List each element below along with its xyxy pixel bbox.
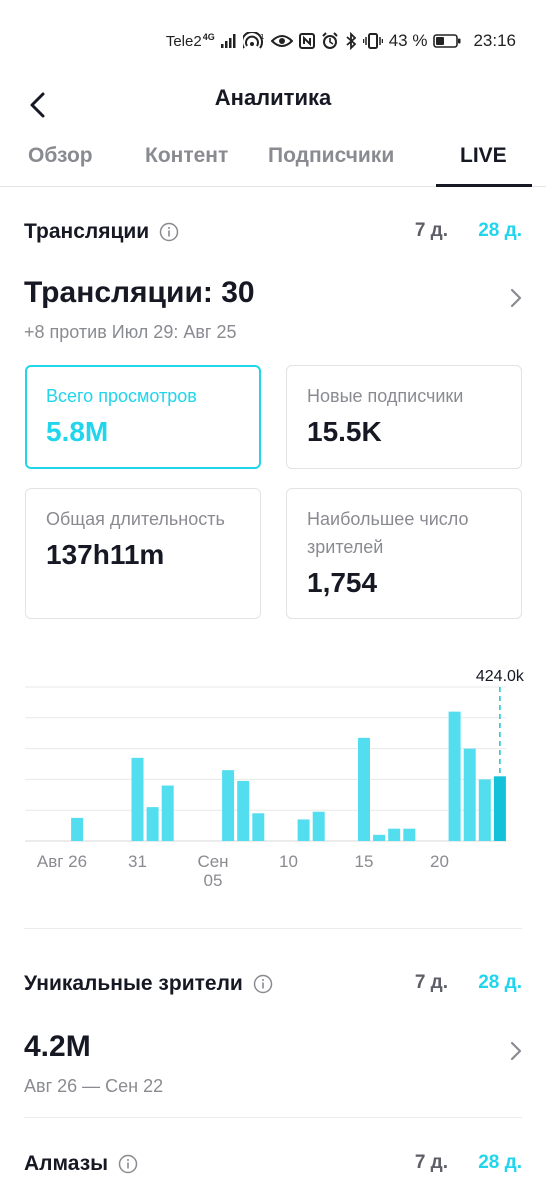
- chevron-right-icon[interactable]: [508, 1041, 524, 1061]
- card-label: Новые подписчики: [307, 386, 464, 406]
- svg-text:1: 1: [260, 33, 264, 41]
- range-28-days[interactable]: 28 д.: [478, 220, 522, 241]
- chart-x-tick-label: Авг 26: [37, 852, 87, 871]
- chart-x-tick-label: 10: [279, 852, 298, 871]
- broadcasts-total: Трансляции: 30: [24, 276, 255, 309]
- tab-followers[interactable]: Подписчики: [268, 144, 395, 167]
- chart-bar[interactable]: [131, 757, 144, 841]
- back-button[interactable]: [24, 90, 54, 120]
- card-label: Общая длительность: [46, 509, 225, 529]
- card-value: 1,754: [307, 567, 378, 598]
- range-7-days[interactable]: 7 д.: [414, 972, 448, 993]
- nfc-icon: [298, 33, 315, 49]
- range-7-days[interactable]: 7 д.: [414, 220, 448, 241]
- range-28-days[interactable]: 28 д.: [478, 1152, 522, 1173]
- chart-bar[interactable]: [161, 785, 174, 841]
- chart-bar[interactable]: [493, 776, 506, 841]
- unique-viewers-value: 4.2M: [24, 1030, 91, 1063]
- broadcasts-title-wrap: Трансляции: [24, 220, 179, 244]
- hotspot-icon: 1: [242, 32, 265, 50]
- diamonds-header: Алмазы 7 д. 28 д.: [24, 1152, 522, 1182]
- tab-active-indicator: [436, 184, 532, 187]
- chart-bar[interactable]: [403, 828, 416, 841]
- vibrate-icon: [362, 33, 383, 49]
- tab-live[interactable]: LIVE: [460, 144, 507, 167]
- broadcasts-header: Трансляции 7 д. 28 д.: [24, 220, 522, 250]
- battery-icon: [433, 34, 461, 48]
- clock: 23:16: [473, 31, 516, 50]
- chart-x-tick-label: 20: [430, 852, 449, 871]
- broadcasts-title: Трансляции: [24, 220, 150, 243]
- battery-percent: 43 %: [388, 31, 428, 50]
- chart-x-tick-label: 15: [355, 852, 374, 871]
- chart-bar[interactable]: [478, 779, 491, 841]
- info-icon[interactable]: [253, 974, 273, 994]
- section-divider: [24, 1117, 522, 1118]
- card-peak-viewers[interactable]: Наибольшее число зрителей 1,754: [286, 488, 522, 619]
- chart-bar[interactable]: [71, 817, 84, 841]
- unique-viewers-period: Авг 26 — Сен 22: [24, 1076, 164, 1096]
- nav-bar: Аналитика: [0, 80, 546, 132]
- info-icon[interactable]: [118, 1154, 138, 1174]
- chart-bar[interactable]: [222, 770, 235, 841]
- card-new-followers[interactable]: Новые подписчики 15.5K: [286, 365, 522, 469]
- chevron-right-icon[interactable]: [508, 288, 524, 308]
- unique-viewers-title-wrap: Уникальные зрители: [24, 972, 273, 996]
- chart-bar[interactable]: [312, 811, 325, 841]
- tab-bar: Обзор Контент Подписчики LIVE: [0, 132, 546, 187]
- chart-x-tick-label: Сен: [197, 852, 228, 871]
- tab-overview[interactable]: Обзор: [28, 144, 93, 167]
- card-label: Наибольшее число зрителей: [307, 509, 469, 557]
- chart-bar[interactable]: [463, 748, 476, 841]
- unique-viewers-header: Уникальные зрители 7 д. 28 д.: [24, 972, 522, 1002]
- card-total-duration[interactable]: Общая длительность 137h11m: [25, 488, 261, 619]
- info-icon[interactable]: [159, 222, 179, 242]
- signal-icon: [220, 34, 237, 48]
- diamonds-title-wrap: Алмазы: [24, 1152, 138, 1176]
- unique-viewers-title: Уникальные зрители: [24, 972, 243, 995]
- chart-bar[interactable]: [146, 807, 159, 841]
- back-arrow-icon: [30, 92, 45, 118]
- page-title: Аналитика: [214, 85, 332, 110]
- card-total-views[interactable]: Всего просмотров 5.8M: [25, 365, 261, 469]
- chart-bar[interactable]: [388, 828, 401, 841]
- range-28-days[interactable]: 28 д.: [478, 972, 522, 993]
- card-value: 15.5K: [307, 416, 382, 447]
- chart-tooltip-label: 424.0k: [476, 668, 525, 685]
- range-7-days[interactable]: 7 д.: [414, 1152, 448, 1173]
- bluetooth-icon: [345, 32, 357, 50]
- chart-x-tick-label: 05: [204, 871, 223, 890]
- card-value: 5.8M: [46, 416, 109, 447]
- chart-bar[interactable]: [448, 711, 461, 841]
- eye-icon: [270, 34, 293, 48]
- network-label: 4G: [202, 32, 215, 42]
- chart-bar[interactable]: [373, 834, 386, 841]
- diamonds-title: Алмазы: [24, 1152, 109, 1175]
- card-label: Всего просмотров: [46, 386, 197, 406]
- chart-bar[interactable]: [358, 737, 370, 841]
- status-bar: Tele2 4G 1 43 % 23:16: [0, 0, 546, 80]
- carrier-label: Tele2: [165, 32, 202, 50]
- card-value: 137h11m: [46, 539, 165, 570]
- broadcasts-compare: +8 против Июл 29: Авг 25: [24, 322, 237, 342]
- chart-bar[interactable]: [237, 780, 250, 841]
- chart-bar[interactable]: [252, 813, 265, 841]
- alarm-icon: [321, 32, 339, 50]
- chart-bar[interactable]: [297, 819, 310, 841]
- section-divider: [24, 928, 522, 929]
- tab-content[interactable]: Контент: [145, 144, 229, 167]
- chart-x-tick-label: 31: [128, 852, 147, 871]
